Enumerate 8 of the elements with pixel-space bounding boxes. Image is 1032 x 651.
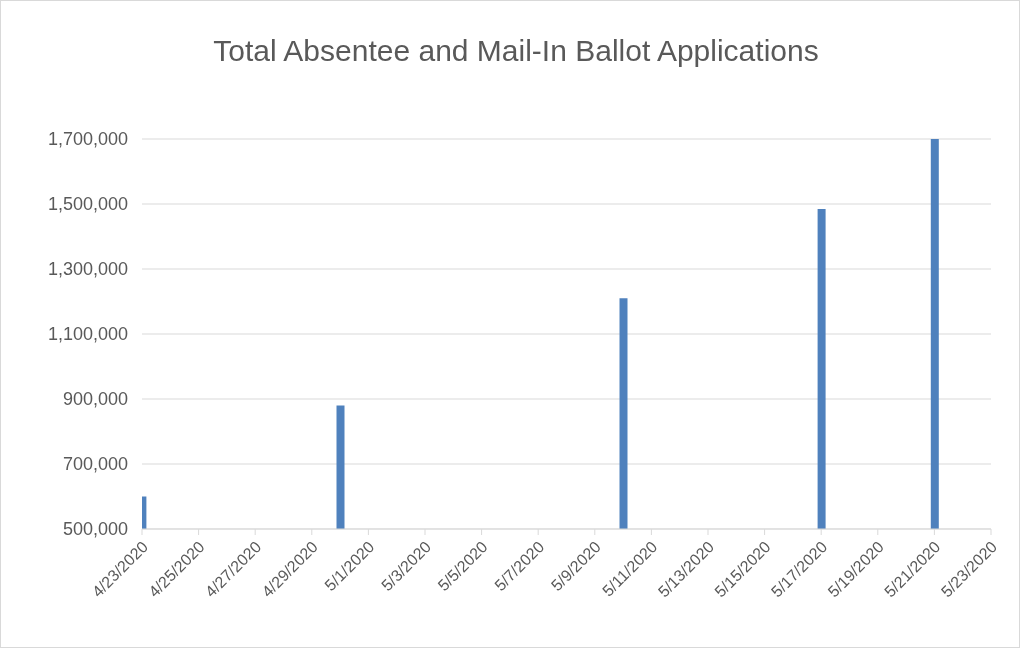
chart-title: Total Absentee and Mail-In Ballot Applications [212,34,820,68]
y-tick-label: 1,500,000 [47,194,128,215]
y-tick-label: 900,000 [62,389,128,410]
y-tick-label: 700,000 [62,454,128,475]
y-tick-label: 1,100,000 [47,324,128,345]
y-tick-label: 500,000 [62,519,128,540]
y-tick-label: 1,300,000 [47,259,128,280]
y-tick-label: 1,700,000 [47,129,128,150]
